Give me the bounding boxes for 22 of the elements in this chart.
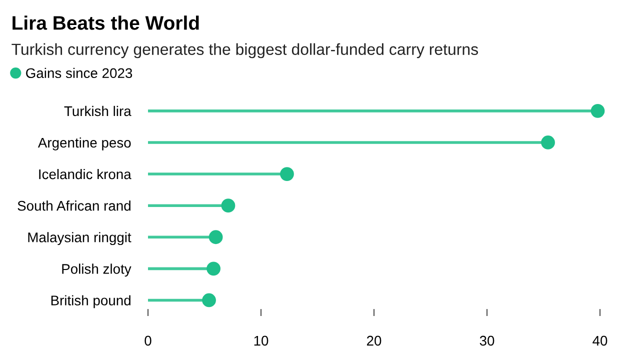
- chart-subtitle: Turkish currency generates the biggest dollar-funded carry returns: [12, 43, 478, 58]
- y-tick-label: Polish zloty: [62, 264, 132, 277]
- y-tick-label: Turkish lira: [64, 106, 132, 116]
- x-tick-label: 30: [480, 336, 494, 346]
- point: [206, 262, 220, 276]
- x-tick-label: 20: [366, 336, 382, 346]
- y-tick-label: South African rand: [18, 200, 130, 211]
- point: [590, 104, 605, 118]
- point: [208, 230, 223, 244]
- x-tick-label: 0: [144, 336, 152, 346]
- y-tick-label: Malaysian ringgit: [28, 232, 132, 246]
- point: [541, 136, 555, 150]
- point: [202, 293, 216, 308]
- y-tick-label: British pound: [51, 295, 130, 308]
- point: [221, 198, 236, 213]
- y-tick-label: Argentine peso: [38, 137, 131, 150]
- x-tick-label: 40: [592, 336, 608, 346]
- point: [280, 167, 294, 181]
- legend-label: Gains since 2023: [26, 68, 132, 78]
- y-tick-label: Icelandic krona: [39, 168, 132, 180]
- chart-title: Lira Beats the World: [12, 16, 199, 30]
- x-tick-label: 10: [254, 336, 268, 346]
